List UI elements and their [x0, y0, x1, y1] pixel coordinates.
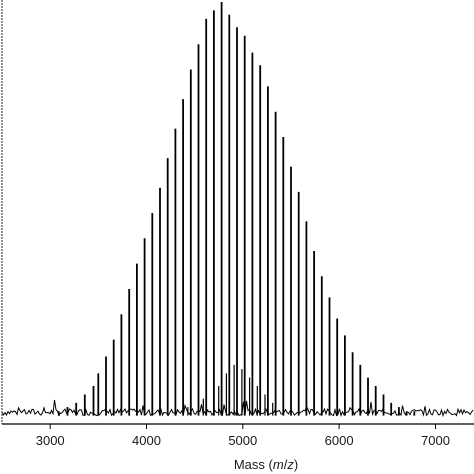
x-axis-title: Mass (m/z) [234, 457, 298, 472]
x-tick-label: 4000 [132, 433, 161, 448]
x-axis-ticks: 3000 4000 5000 6000 7000 [36, 424, 450, 448]
x-tick-label: 6000 [325, 433, 354, 448]
x-tick-label: 3000 [36, 433, 65, 448]
x-tick-label: 5000 [228, 433, 257, 448]
x-tick-label: 7000 [421, 433, 450, 448]
plot-area [1, 2, 474, 418]
